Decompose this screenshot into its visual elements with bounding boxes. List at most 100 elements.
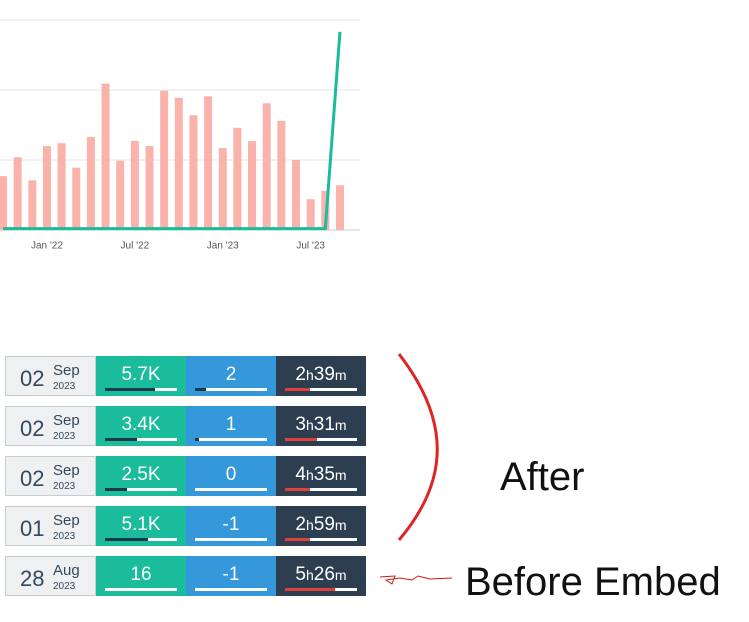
progress-track (195, 388, 267, 391)
views-cell: 5.7K (96, 356, 186, 396)
likes: -1 (222, 514, 240, 535)
day: 02 (20, 366, 45, 391)
progress-fill (195, 438, 200, 441)
stats-row: 02 Sep 2023 5.7K 2 2h39m (5, 356, 366, 396)
date-cell: 01 Sep 2023 (5, 506, 96, 546)
views: 3.4K (121, 414, 161, 435)
day: 01 (20, 516, 45, 541)
year: 2023 (53, 431, 76, 442)
hours: 5 (295, 564, 306, 585)
date-cell: 02 Sep 2023 (5, 456, 96, 496)
line (3, 31, 342, 231)
progress-fill (105, 438, 138, 441)
bar (335, 185, 344, 230)
progress-track (195, 488, 267, 491)
bar (116, 160, 125, 230)
views: 2.5K (121, 464, 161, 485)
progress-fill (105, 488, 127, 491)
bar (189, 115, 198, 230)
after-label: After (500, 455, 585, 499)
x-tick-label: Jan '23 (207, 241, 239, 252)
hours: 3 (295, 414, 306, 435)
progress-track (285, 538, 357, 541)
progress-track (285, 438, 357, 441)
bar (204, 96, 213, 230)
hours: 4 (295, 464, 306, 485)
bar (145, 146, 154, 230)
progress-fill (105, 538, 149, 541)
year: 2023 (53, 381, 76, 392)
progress-track (195, 438, 267, 441)
progress-track (105, 438, 177, 441)
bar (262, 103, 271, 230)
bar (174, 97, 183, 230)
day: 02 (20, 466, 45, 491)
month: Aug (53, 562, 80, 579)
bar (72, 167, 81, 230)
hour-unit: h (305, 517, 314, 533)
progress-fill (285, 388, 311, 391)
likes: -1 (222, 564, 240, 585)
pointer-scribble (379, 575, 453, 585)
likes: 2 (225, 364, 237, 385)
stats-row: 28 Aug 2023 16 -1 5h26m (5, 556, 366, 596)
bar (277, 120, 286, 230)
watch-time: 2h39m (276, 364, 366, 386)
bar (160, 90, 169, 230)
date-cell: 28 Aug 2023 (5, 556, 96, 596)
time-cell: 3h31m (276, 406, 366, 446)
day: 02 (20, 416, 45, 441)
bar (233, 127, 242, 230)
bar (42, 146, 51, 230)
views: 16 (130, 564, 152, 585)
minutes: 35 (313, 464, 335, 485)
hour-unit: h (305, 467, 314, 483)
bar (248, 141, 257, 230)
stats-row: 02 Sep 2023 3.4K 1 3h31m (5, 406, 366, 446)
progress-track (105, 388, 177, 391)
progress-track (105, 588, 177, 591)
progress-fill (285, 488, 311, 491)
progress-track (285, 488, 357, 491)
likes-cell: 2 (186, 356, 276, 396)
bar (28, 180, 37, 230)
progress-fill (285, 538, 311, 541)
hour-unit: h (305, 417, 314, 433)
views: 5.1K (121, 514, 161, 535)
minutes: 31 (313, 414, 335, 435)
progress-fill (285, 588, 336, 591)
month: Sep (53, 362, 80, 379)
minute-unit: m (334, 467, 347, 483)
minute-unit: m (334, 417, 347, 433)
minutes: 26 (313, 564, 335, 585)
time-cell: 2h39m (276, 356, 366, 396)
views-cell: 3.4K (96, 406, 186, 446)
x-tick-label: Jul '22 (121, 241, 150, 252)
time-cell: 2h59m (276, 506, 366, 546)
date-cell: 02 Sep 2023 (5, 356, 96, 396)
bar (57, 143, 66, 230)
likes-cell: -1 (186, 556, 276, 596)
progress-track (285, 388, 357, 391)
progress-track (105, 538, 177, 541)
year: 2023 (53, 581, 76, 592)
time-cell: 4h35m (276, 456, 366, 496)
hours: 2 (295, 514, 306, 535)
likes-cell: -1 (186, 506, 276, 546)
bar (130, 141, 139, 230)
views-cell: 16 (96, 556, 186, 596)
progress-track (285, 588, 357, 591)
minute-unit: m (334, 517, 347, 533)
hour-unit: h (305, 567, 314, 583)
likes: 1 (225, 414, 237, 435)
minutes: 39 (313, 364, 335, 385)
watch-time: 4h35m (276, 464, 366, 486)
progress-track (105, 488, 177, 491)
x-tick-label: Jul '23 (296, 241, 325, 252)
progress-track (195, 588, 267, 591)
likes-cell: 1 (186, 406, 276, 446)
bar (86, 136, 95, 230)
minutes: 59 (313, 514, 335, 535)
bar (218, 148, 227, 230)
